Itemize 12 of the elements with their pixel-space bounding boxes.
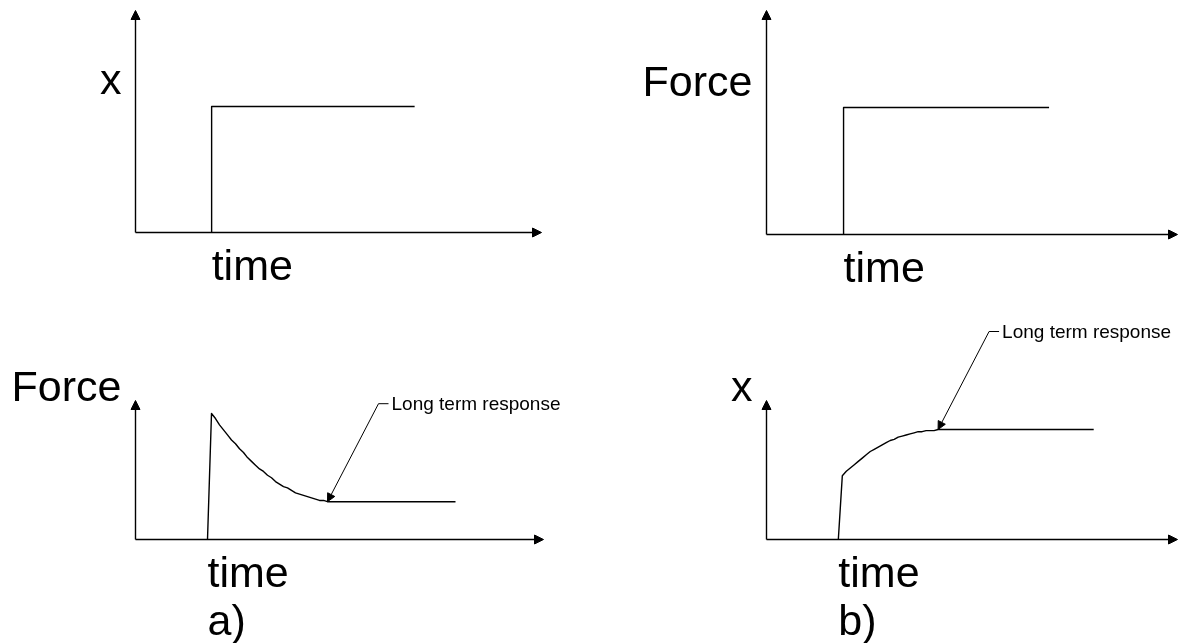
x-axis-title: time [838,547,920,596]
text: a) [207,595,246,643]
text: Long term response [1002,321,1172,342]
x-axis-title: time [843,242,925,291]
y-axis-title: x [731,361,753,410]
y-axis-title: Force [642,56,753,105]
x-axis-title: time [207,547,289,596]
annotation: Long term response [391,393,561,415]
y-axis-title: Force [11,361,122,410]
text: b) [838,595,877,643]
x-axis-title: time [211,240,293,289]
y-axis-title: x [100,54,122,103]
